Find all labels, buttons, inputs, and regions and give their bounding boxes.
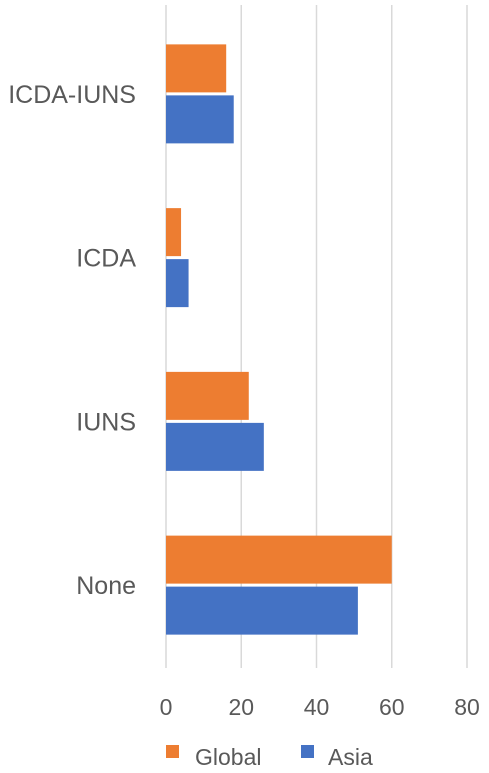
category-labels: ICDA-IUNS ICDA IUNS None bbox=[8, 81, 136, 600]
category-label: IUNS bbox=[76, 408, 136, 436]
bar-global-iuns bbox=[166, 371, 249, 420]
legend-label-asia: Asia bbox=[328, 744, 373, 770]
bar-global-none bbox=[166, 535, 392, 584]
x-tick-label: 20 bbox=[228, 694, 254, 720]
bar-global-icda bbox=[166, 208, 182, 257]
x-tick-label: 80 bbox=[454, 694, 480, 720]
category-label: ICDA bbox=[76, 245, 136, 273]
bar-asia-iuns bbox=[166, 422, 264, 471]
x-tick-label: 40 bbox=[304, 694, 330, 720]
x-tick-label: 0 bbox=[160, 694, 173, 720]
x-axis-tick-labels: 0 20 40 60 80 bbox=[160, 694, 480, 720]
category-label: ICDA-IUNS bbox=[8, 81, 136, 109]
legend-label-global: Global bbox=[195, 744, 261, 770]
x-tick-label: 60 bbox=[379, 694, 405, 720]
legend: Global Asia bbox=[166, 744, 373, 770]
bar-asia-icda bbox=[166, 259, 189, 308]
bar-asia-icda-iuns bbox=[166, 95, 234, 144]
bars bbox=[166, 44, 392, 635]
category-label: None bbox=[76, 572, 136, 600]
bar-asia-none bbox=[166, 586, 358, 635]
legend-swatch-global bbox=[166, 745, 179, 758]
bar-global-icda-iuns bbox=[166, 44, 227, 93]
legend-swatch-asia bbox=[301, 745, 314, 758]
